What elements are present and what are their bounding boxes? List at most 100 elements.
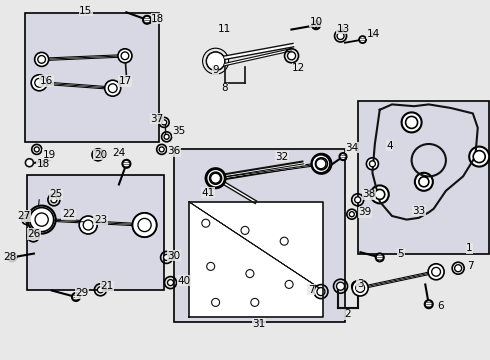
Circle shape bbox=[159, 147, 164, 152]
Text: 36: 36 bbox=[167, 146, 181, 156]
Text: 23: 23 bbox=[94, 215, 107, 225]
Text: 26: 26 bbox=[27, 229, 41, 239]
Circle shape bbox=[138, 219, 151, 231]
Text: 21: 21 bbox=[100, 281, 114, 291]
Circle shape bbox=[138, 218, 151, 232]
Circle shape bbox=[402, 112, 421, 132]
Circle shape bbox=[168, 280, 173, 285]
Circle shape bbox=[288, 52, 295, 60]
Circle shape bbox=[337, 282, 344, 290]
Circle shape bbox=[138, 218, 151, 232]
Circle shape bbox=[51, 197, 57, 203]
Circle shape bbox=[25, 159, 33, 167]
Bar bbox=[358, 101, 489, 254]
Circle shape bbox=[375, 189, 385, 199]
Circle shape bbox=[95, 152, 101, 158]
Circle shape bbox=[34, 212, 49, 228]
Circle shape bbox=[30, 208, 53, 231]
Circle shape bbox=[8, 253, 16, 261]
Text: 3: 3 bbox=[357, 279, 364, 289]
Text: 41: 41 bbox=[201, 188, 215, 198]
Circle shape bbox=[34, 147, 39, 152]
Circle shape bbox=[212, 298, 220, 306]
Circle shape bbox=[246, 270, 254, 278]
Circle shape bbox=[367, 158, 378, 170]
Circle shape bbox=[83, 220, 93, 230]
Text: 33: 33 bbox=[412, 206, 426, 216]
Text: 34: 34 bbox=[345, 143, 359, 153]
Text: 11: 11 bbox=[218, 24, 231, 34]
Circle shape bbox=[376, 253, 384, 261]
Circle shape bbox=[72, 293, 80, 301]
Circle shape bbox=[122, 160, 130, 168]
Circle shape bbox=[355, 197, 361, 203]
Circle shape bbox=[415, 173, 433, 191]
Text: 28: 28 bbox=[3, 252, 17, 262]
Circle shape bbox=[35, 53, 49, 66]
Text: 6: 6 bbox=[438, 301, 444, 311]
Text: 37: 37 bbox=[150, 114, 164, 124]
Circle shape bbox=[207, 262, 215, 270]
Circle shape bbox=[118, 49, 132, 63]
Circle shape bbox=[162, 120, 167, 125]
Circle shape bbox=[206, 168, 225, 188]
Circle shape bbox=[369, 161, 375, 167]
Text: 30: 30 bbox=[168, 251, 180, 261]
Circle shape bbox=[207, 169, 224, 187]
Text: 10: 10 bbox=[310, 17, 322, 28]
Circle shape bbox=[354, 284, 359, 289]
Circle shape bbox=[432, 267, 441, 276]
Circle shape bbox=[312, 154, 331, 174]
Circle shape bbox=[35, 213, 48, 226]
Circle shape bbox=[133, 213, 156, 237]
Circle shape bbox=[455, 265, 462, 272]
Text: 1: 1 bbox=[466, 243, 473, 253]
Circle shape bbox=[105, 80, 121, 96]
Circle shape bbox=[164, 255, 170, 260]
Text: 29: 29 bbox=[75, 288, 89, 298]
Text: 24: 24 bbox=[112, 148, 125, 158]
Text: 35: 35 bbox=[172, 126, 186, 136]
Circle shape bbox=[34, 212, 49, 228]
Text: 39: 39 bbox=[358, 207, 372, 217]
Circle shape bbox=[210, 172, 221, 184]
Bar bbox=[24, 13, 159, 142]
Text: 8: 8 bbox=[221, 83, 228, 93]
Circle shape bbox=[38, 55, 46, 63]
Circle shape bbox=[317, 288, 325, 296]
Text: 20: 20 bbox=[94, 150, 107, 160]
Circle shape bbox=[31, 75, 47, 91]
Circle shape bbox=[285, 280, 293, 288]
Circle shape bbox=[425, 300, 433, 308]
Circle shape bbox=[241, 226, 249, 234]
Text: 25: 25 bbox=[49, 189, 63, 199]
Circle shape bbox=[202, 219, 210, 227]
Bar bbox=[27, 175, 164, 290]
Circle shape bbox=[419, 177, 429, 187]
Circle shape bbox=[141, 221, 148, 229]
Text: 7: 7 bbox=[467, 261, 474, 271]
Circle shape bbox=[251, 298, 259, 306]
Circle shape bbox=[356, 284, 365, 292]
Text: 16: 16 bbox=[40, 76, 53, 86]
Circle shape bbox=[207, 52, 224, 70]
Circle shape bbox=[428, 264, 444, 280]
Circle shape bbox=[280, 237, 288, 245]
Circle shape bbox=[37, 215, 47, 225]
Text: 2: 2 bbox=[344, 309, 351, 319]
Circle shape bbox=[121, 52, 129, 60]
Text: 5: 5 bbox=[397, 249, 404, 259]
Circle shape bbox=[316, 159, 326, 169]
Circle shape bbox=[406, 116, 417, 129]
Text: 32: 32 bbox=[275, 152, 289, 162]
Text: 14: 14 bbox=[367, 29, 380, 39]
Text: 17: 17 bbox=[118, 76, 132, 86]
Circle shape bbox=[98, 287, 103, 293]
Text: 38: 38 bbox=[362, 189, 376, 199]
Circle shape bbox=[27, 206, 56, 234]
Text: 19: 19 bbox=[42, 150, 56, 160]
Circle shape bbox=[108, 84, 117, 93]
Circle shape bbox=[211, 173, 220, 183]
Text: 13: 13 bbox=[336, 24, 350, 34]
Text: 31: 31 bbox=[252, 319, 266, 329]
